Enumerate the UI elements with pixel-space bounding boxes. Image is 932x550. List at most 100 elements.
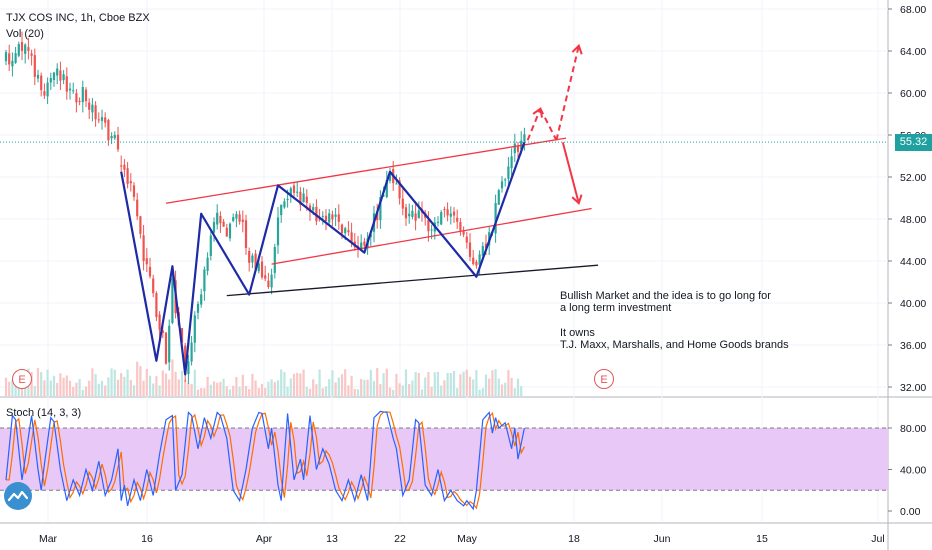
candle-body (456, 217, 459, 222)
candle-body (443, 209, 446, 211)
candle-body (321, 215, 324, 217)
candle-body (62, 74, 65, 81)
volume-bar (129, 380, 132, 396)
volume-bar (408, 384, 411, 396)
candle-body (75, 93, 78, 103)
volume-bar (235, 376, 238, 396)
candle-body (305, 196, 308, 203)
volume-bar (123, 376, 126, 396)
volume-bar (65, 375, 68, 396)
volume-bar (212, 381, 216, 396)
candle-body (120, 165, 123, 167)
candle-body (449, 213, 452, 217)
volume-bar (270, 379, 273, 396)
candle-body (468, 242, 472, 257)
projection-arrow-target (555, 45, 580, 141)
candle-body (126, 168, 129, 184)
x-tick-label: Jul (871, 533, 884, 545)
candle-body (4, 52, 8, 62)
candle-body (136, 199, 139, 217)
volume-bar (366, 379, 369, 396)
candle-body (427, 220, 430, 232)
volume-bar (494, 369, 497, 396)
candle-body (280, 204, 283, 216)
volume-bar (388, 387, 392, 396)
volume-bar (20, 382, 24, 396)
volume-bar (356, 389, 360, 396)
volume-bar (52, 375, 56, 396)
volume-bar (254, 380, 257, 396)
volume-bar (145, 368, 148, 396)
volume-bar (481, 388, 484, 396)
volume-bar (385, 368, 388, 396)
volume-bar (484, 374, 488, 396)
volume-bar (302, 369, 305, 396)
candle-body (145, 258, 148, 265)
y-tick-label: 52.00 (900, 172, 926, 184)
volume-bar (308, 388, 312, 396)
volume-bar (209, 384, 212, 396)
projection-arrow-down (561, 142, 580, 204)
candle-body (494, 202, 497, 234)
annotation-line-4: T.J. Maxx, Marshalls, and Home Goods bra… (560, 339, 789, 351)
x-tick-label: 15 (756, 533, 768, 545)
volume-bar (424, 377, 427, 396)
volume-bar (273, 382, 276, 396)
candle-body (289, 188, 292, 197)
candle-body (334, 214, 337, 217)
volume-bar (318, 369, 321, 396)
candle-body (27, 47, 30, 51)
candle-body (446, 209, 449, 216)
candle-body (196, 303, 200, 313)
projection-arrowhead (571, 194, 583, 206)
candle-body (129, 181, 132, 184)
volume-bar (72, 387, 75, 396)
candle-body (225, 227, 228, 237)
earnings-marker[interactable]: E (594, 369, 614, 389)
candle-body (337, 214, 340, 222)
candle-body (184, 345, 187, 375)
volume-bar (161, 370, 164, 396)
candle-body (417, 210, 420, 219)
candle-body (110, 135, 113, 139)
candle-body (388, 171, 392, 181)
candle-body (187, 361, 190, 375)
candle-body (113, 134, 116, 139)
volume-bar (116, 379, 120, 396)
candle-body (193, 315, 196, 343)
volume-bar (244, 385, 248, 396)
volume-bar (398, 383, 401, 396)
candle-body (20, 42, 24, 51)
volume-bar (11, 380, 14, 396)
candle-body (436, 221, 440, 223)
candle-body (72, 90, 75, 92)
y-tick-label: 64.00 (900, 46, 926, 58)
candle-body (180, 328, 184, 343)
annotation-line-3: It owns (560, 327, 595, 339)
volume-bar (200, 388, 203, 396)
earnings-marker[interactable]: E (12, 369, 32, 389)
volume-bar (440, 385, 443, 396)
stoch-y-tick-label: 40.00 (900, 465, 926, 477)
volume-bar (174, 371, 177, 396)
volume-bar (94, 374, 97, 396)
volume-bar (264, 387, 267, 396)
candle-body (132, 185, 136, 197)
volume-bar (292, 373, 296, 396)
y-tick-label: 48.00 (900, 214, 926, 226)
volume-bar (158, 385, 161, 396)
volume-bar (497, 378, 500, 396)
volume-bar (196, 389, 200, 396)
volume-bar (8, 381, 11, 396)
candle-body (401, 198, 404, 209)
channel-upper-line (165, 137, 567, 204)
candle-body (94, 105, 97, 120)
candle-body (33, 55, 36, 77)
channel-lower-line (271, 207, 592, 265)
candle-body (308, 205, 312, 212)
stoch-y-tick-label: 80.00 (900, 423, 926, 435)
volume-bar (148, 375, 152, 396)
candle-body (43, 91, 46, 96)
volume-bar (350, 375, 353, 396)
